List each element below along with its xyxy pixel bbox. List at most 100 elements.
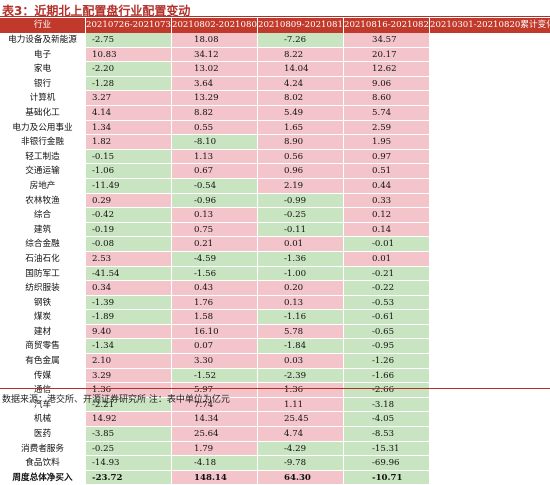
value-cell-week2: 3.64 [172, 76, 258, 92]
industry-cell: 钢铁 [0, 295, 86, 311]
value-cell-week2: 5.97 [172, 383, 258, 398]
table-title: 表3：近期北上配置盘行业配置变动 [2, 4, 191, 18]
table-row: 电力设备及新能源 -2.75 18.08 -7.26 34.57 [0, 33, 550, 48]
value-cell-week4: -0.01 [344, 237, 430, 252]
value-cell-week2: 0.55 [172, 120, 258, 136]
sparkline-cell [430, 442, 550, 457]
value-cell-week4: -8.53 [344, 427, 430, 442]
industry-cell: 纺织服装 [0, 281, 86, 296]
title-rule [0, 16, 550, 17]
header-week3: 20210809-20210813 [258, 18, 344, 33]
value-cell-week1: -0.25 [86, 441, 172, 457]
value-cell-week4: 8.60 [344, 91, 430, 106]
table-row: 传媒 3.29 -1.52 -2.39 -1.66 [0, 368, 550, 384]
value-cell-week1: 3.27 [86, 91, 172, 106]
industry-cell: 计算机 [0, 91, 86, 106]
sparkline-cell [430, 252, 550, 267]
value-cell-week1: 1.82 [86, 135, 172, 150]
value-cell-week1: -2.20 [86, 62, 172, 77]
header-industry: 行业 [0, 18, 86, 33]
sparkline-cell [430, 106, 550, 121]
value-cell-week2: 8.82 [172, 105, 258, 121]
value-cell-week1: -0.08 [86, 237, 172, 252]
industry-cell: 消费者服务 [0, 441, 86, 457]
value-cell-week2: 0.43 [172, 281, 258, 296]
table-row: 房地产 -11.49 -0.54 2.19 0.44 [0, 178, 550, 194]
sparkline-cell [430, 91, 550, 106]
value-cell-week4: 2.59 [344, 120, 430, 136]
value-cell-week4: 0.97 [344, 149, 430, 165]
value-cell-week4: -0.95 [344, 339, 430, 355]
value-cell-week2: 0.07 [172, 339, 258, 355]
value-cell-week3: 1.36 [258, 383, 344, 398]
value-cell-week2: 1.13 [172, 149, 258, 165]
value-cell-week3: -0.11 [258, 222, 344, 238]
value-cell-week3: 4.24 [258, 76, 344, 92]
value-cell-week2: 3.30 [172, 354, 258, 369]
table-row: 计算机 3.27 13.29 8.02 8.60 [0, 91, 550, 106]
value-cell-week2: 0.21 [172, 237, 258, 252]
table-row: 农林牧渔 0.29 -0.96 -0.99 0.33 [0, 193, 550, 209]
value-cell-week1: 2.53 [86, 251, 172, 267]
header-week2: 20210802-20210806 [172, 18, 258, 33]
sparkline-cell [430, 164, 550, 179]
value-cell-week2: 0.75 [172, 222, 258, 238]
value-cell-week1: -3.85 [86, 427, 172, 442]
value-cell-week3: 4.74 [258, 427, 344, 442]
industry-cell: 通信 [0, 383, 86, 398]
value-cell-week4: 5.74 [344, 105, 430, 121]
industry-cell: 周度总体净买入 [0, 470, 86, 485]
value-cell-week1: -11.49 [86, 178, 172, 194]
value-cell-week2: 0.67 [172, 164, 258, 179]
table-row: 电子 10.83 34.12 8.22 20.17 [0, 47, 550, 63]
value-cell-week1: 0.29 [86, 193, 172, 209]
value-cell-week1: 9.40 [86, 324, 172, 340]
value-cell-week3: 1.11 [258, 397, 344, 413]
value-cell-week3: -9.78 [258, 456, 344, 471]
table-row: 综合金融 -0.08 0.21 0.01 -0.01 [0, 237, 550, 252]
table-row: 非银行金融 1.82 -8.10 8.90 1.95 [0, 135, 550, 150]
sparkline-cell [430, 339, 550, 355]
industry-cell: 房地产 [0, 178, 86, 194]
value-cell-week4: -69.96 [344, 456, 430, 471]
value-cell-week2: -1.56 [172, 266, 258, 282]
table-row: 综合 -0.42 0.13 -0.25 0.12 [0, 208, 550, 223]
value-cell-week2: 13.02 [172, 62, 258, 77]
table-row: 商贸零售 -1.34 0.07 -1.84 -0.95 [0, 339, 550, 355]
value-cell-week3: 8.02 [258, 91, 344, 106]
value-cell-week3: 2.19 [258, 178, 344, 194]
value-cell-week1: -14.93 [86, 456, 172, 471]
value-cell-week3: -1.84 [258, 339, 344, 355]
value-cell-week4: -0.61 [344, 310, 430, 325]
value-cell-week3: 5.78 [258, 324, 344, 340]
industry-cell: 综合 [0, 208, 86, 223]
table-header: 行业 20210726-20210730 20210802-20210806 2… [0, 18, 550, 33]
value-cell-week1: -1.89 [86, 310, 172, 325]
industry-cell: 非银行金融 [0, 135, 86, 150]
value-cell-week3: -7.26 [258, 33, 344, 48]
sparkline-cell [430, 150, 550, 165]
industry-cell: 国防军工 [0, 266, 86, 282]
table-row: 国防军工 -41.54 -1.56 -1.00 -0.21 [0, 266, 550, 282]
table-row: 轻工制造 -0.15 1.13 0.56 0.97 [0, 149, 550, 165]
sparkline-cell [430, 223, 550, 238]
sparkline-cell [430, 208, 550, 223]
value-cell-week4: 0.12 [344, 208, 430, 223]
value-cell-week3: 0.96 [258, 164, 344, 179]
value-cell-week3: -2.39 [258, 368, 344, 384]
value-cell-week1: -0.19 [86, 222, 172, 238]
value-cell-week4: 0.44 [344, 178, 430, 194]
value-cell-week4: -1.66 [344, 368, 430, 384]
value-cell-week2: 18.08 [172, 33, 258, 48]
sparkline-cell [430, 281, 550, 296]
value-cell-week4: -0.21 [344, 266, 430, 282]
industry-cell: 煤炭 [0, 310, 86, 325]
value-cell-week2: -0.96 [172, 193, 258, 209]
industry-cell: 传媒 [0, 368, 86, 384]
sparkline-cell [430, 456, 550, 471]
table-row: 建材 9.40 16.10 5.78 -0.65 [0, 324, 550, 340]
value-cell-week3: 0.03 [258, 354, 344, 369]
value-cell-week1: 1.36 [86, 383, 172, 398]
value-cell-week4: -15.31 [344, 441, 430, 457]
header-week4: 20210816-20210820 [344, 18, 430, 33]
